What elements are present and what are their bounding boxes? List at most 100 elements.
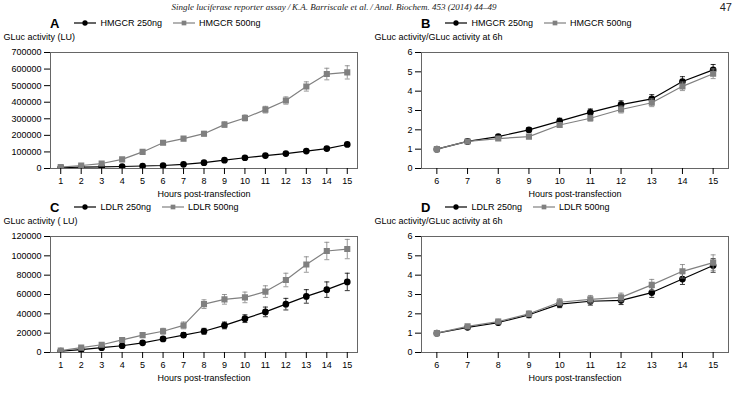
html-text:A: A xyxy=(50,15,60,31)
svg-text:Hours post-transfection: Hours post-transfection xyxy=(157,189,250,199)
svg-text:GLuc activity ( LU): GLuc activity ( LU) xyxy=(4,216,78,226)
svg-text:11: 11 xyxy=(261,176,270,186)
svg-text:11: 11 xyxy=(586,176,595,186)
svg-text:12: 12 xyxy=(281,360,291,370)
svg-text:6: 6 xyxy=(407,231,412,241)
svg-text:1: 1 xyxy=(407,328,412,338)
svg-text:1: 1 xyxy=(58,360,63,370)
svg-text:40000: 40000 xyxy=(16,309,41,319)
svg-text:7: 7 xyxy=(465,360,470,370)
svg-text:15: 15 xyxy=(342,360,352,370)
svg-text:3: 3 xyxy=(407,289,412,299)
html-text:LDLR 250ng: LDLR 250ng xyxy=(471,202,522,212)
svg-text:2: 2 xyxy=(407,125,412,135)
svg-text:6: 6 xyxy=(161,360,166,370)
svg-text:Hours post-transfection: Hours post-transfection xyxy=(157,373,250,383)
html-text:47: 47 xyxy=(719,1,732,13)
svg-text:0: 0 xyxy=(36,347,41,357)
svg-text:9: 9 xyxy=(222,360,227,370)
svg-text:Hours post-transfection: Hours post-transfection xyxy=(528,189,621,199)
svg-text:400000: 400000 xyxy=(11,97,41,107)
svg-text:80000: 80000 xyxy=(16,270,41,280)
svg-text:9: 9 xyxy=(526,176,531,186)
svg-text:15: 15 xyxy=(708,176,718,186)
svg-text:9: 9 xyxy=(222,176,227,186)
svg-text:600000: 600000 xyxy=(11,64,41,74)
svg-text:13: 13 xyxy=(647,360,657,370)
svg-text:12: 12 xyxy=(616,176,626,186)
svg-text:500000: 500000 xyxy=(11,81,41,91)
svg-text:13: 13 xyxy=(647,176,657,186)
svg-text:4: 4 xyxy=(120,176,125,186)
html-text:HMGCR 500ng: HMGCR 500ng xyxy=(569,18,632,28)
svg-text:5: 5 xyxy=(140,360,145,370)
svg-text:10: 10 xyxy=(555,176,565,186)
svg-text:700000: 700000 xyxy=(11,47,41,57)
svg-text:1: 1 xyxy=(58,176,63,186)
svg-text:8: 8 xyxy=(496,360,501,370)
svg-text:14: 14 xyxy=(677,176,687,186)
svg-text:20000: 20000 xyxy=(16,328,41,338)
svg-text:10: 10 xyxy=(555,360,565,370)
svg-text:5: 5 xyxy=(407,251,412,261)
svg-text:3: 3 xyxy=(99,360,104,370)
svg-text:7: 7 xyxy=(181,176,186,186)
svg-text:4: 4 xyxy=(407,86,412,96)
svg-text:300000: 300000 xyxy=(11,114,41,124)
svg-text:4: 4 xyxy=(120,360,125,370)
svg-text:6: 6 xyxy=(434,360,439,370)
html-text:B: B xyxy=(421,15,431,31)
svg-text:15: 15 xyxy=(708,360,718,370)
html-text:LDLR 250ng: LDLR 250ng xyxy=(100,202,151,212)
svg-text:1: 1 xyxy=(407,144,412,154)
svg-text:14: 14 xyxy=(677,360,687,370)
svg-text:2: 2 xyxy=(79,360,84,370)
html-text:D: D xyxy=(421,199,431,215)
svg-text:6: 6 xyxy=(434,176,439,186)
svg-text:13: 13 xyxy=(301,360,311,370)
svg-text:10: 10 xyxy=(240,176,250,186)
svg-text:5: 5 xyxy=(407,67,412,77)
svg-text:8: 8 xyxy=(496,176,501,186)
svg-text:3: 3 xyxy=(407,105,412,115)
svg-text:6: 6 xyxy=(161,176,166,186)
html-text:HMGCR 500ng: HMGCR 500ng xyxy=(198,18,261,28)
svg-text:4: 4 xyxy=(407,270,412,280)
svg-text:5: 5 xyxy=(140,176,145,186)
svg-text:200000: 200000 xyxy=(11,130,41,140)
svg-text:11: 11 xyxy=(586,360,595,370)
svg-text:7: 7 xyxy=(465,176,470,186)
svg-text:12: 12 xyxy=(616,360,626,370)
svg-text:2: 2 xyxy=(79,176,84,186)
svg-text:14: 14 xyxy=(322,360,332,370)
svg-text:GLuc activity/GLuc activity at: GLuc activity/GLuc activity at 6h xyxy=(375,216,503,226)
html-text:Single luciferase reporter ass: Single luciferase reporter assay / K.A. … xyxy=(171,2,497,12)
svg-text:100000: 100000 xyxy=(11,147,41,157)
html-text:HMGCR 250ng: HMGCR 250ng xyxy=(100,18,162,28)
svg-text:6: 6 xyxy=(407,47,412,57)
svg-text:9: 9 xyxy=(526,360,531,370)
html-text:C: C xyxy=(50,199,60,215)
svg-text:3: 3 xyxy=(99,176,104,186)
svg-text:11: 11 xyxy=(261,360,270,370)
html-text:LDLR 500ng: LDLR 500ng xyxy=(187,202,239,212)
svg-text:15: 15 xyxy=(342,176,352,186)
svg-text:0: 0 xyxy=(36,163,41,173)
svg-text:7: 7 xyxy=(181,360,186,370)
svg-text:8: 8 xyxy=(201,360,206,370)
svg-text:12: 12 xyxy=(281,176,291,186)
svg-text:13: 13 xyxy=(301,176,311,186)
svg-text:2: 2 xyxy=(407,309,412,319)
svg-text:0: 0 xyxy=(407,347,412,357)
svg-text:60000: 60000 xyxy=(16,289,41,299)
svg-text:10: 10 xyxy=(240,360,250,370)
svg-text:100000: 100000 xyxy=(11,251,41,261)
svg-text:14: 14 xyxy=(322,176,332,186)
svg-text:120000: 120000 xyxy=(11,231,41,241)
svg-text:8: 8 xyxy=(201,176,206,186)
svg-text:0: 0 xyxy=(407,163,412,173)
svg-text:GLuc activity/GLuc activity at: GLuc activity/GLuc activity at 6h xyxy=(375,32,503,42)
svg-text:Hours post-transfection: Hours post-transfection xyxy=(528,373,621,383)
html-text:HMGCR 250ng: HMGCR 250ng xyxy=(471,18,533,28)
svg-text:GLuc activity (LU): GLuc activity (LU) xyxy=(4,32,76,42)
